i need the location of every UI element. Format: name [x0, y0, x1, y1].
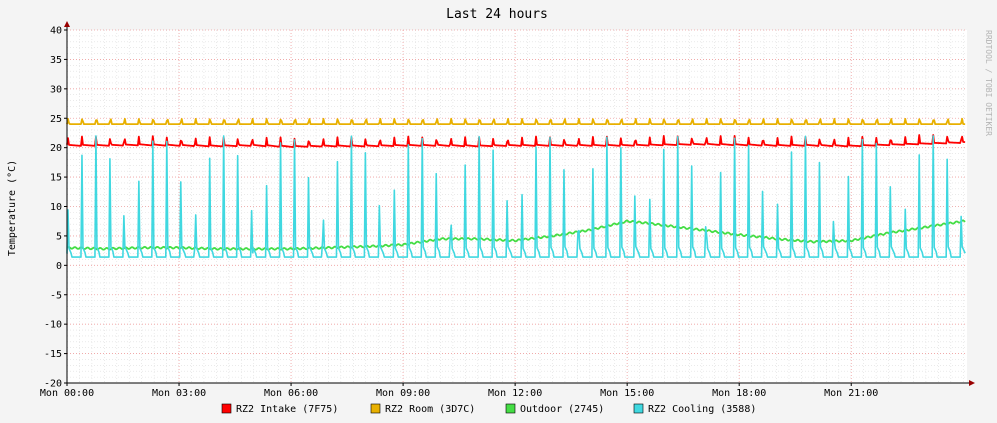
legend-label: RZ2 Room (3D7C): [385, 404, 475, 415]
legend-label: Outdoor (2745): [520, 404, 604, 415]
legend-swatch: [505, 403, 516, 414]
y-tick-label: -10: [44, 320, 62, 331]
legend-swatch: [370, 403, 381, 414]
x-tick-label: Mon 09:00: [376, 388, 430, 399]
legend-label: RZ2 Cooling (3588): [648, 404, 756, 415]
x-tick-label: Mon 15:00: [600, 388, 654, 399]
x-axis-arrow: [969, 380, 975, 386]
series-line-2: [66, 117, 966, 126]
y-tick-label: 5: [56, 231, 62, 242]
legend-label: RZ2 Intake (7F75): [236, 404, 338, 415]
series-line-1: [66, 134, 966, 148]
y-tick-label: 10: [50, 202, 62, 213]
y-tick-label: 40: [50, 26, 62, 37]
y-tick-label: 25: [50, 114, 62, 125]
y-tick-label: 0: [56, 261, 62, 272]
legend-swatch: [221, 403, 232, 414]
y-tick-label: -20: [44, 379, 62, 390]
watermark: RRDTOOL / TOBI OETIKER: [984, 30, 993, 136]
legend-swatch: [633, 403, 644, 414]
chart-title: Last 24 hours: [446, 7, 548, 22]
y-axis-arrow: [64, 21, 70, 27]
y-tick-label: -15: [44, 349, 62, 360]
x-tick-label: Mon 03:00: [152, 388, 206, 399]
y-tick-label: 15: [50, 173, 62, 184]
series-line-4: [66, 135, 966, 258]
grid-layer: [66, 29, 967, 384]
y-tick-label: 20: [50, 143, 62, 154]
x-tick-label: Mon 21:00: [824, 388, 878, 399]
x-tick-label: Mon 12:00: [488, 388, 542, 399]
y-tick-label: -5: [50, 290, 62, 301]
axis-layer: -20 -15 -10 -5 0 5 10 15 20 25 30 35 40 Mon 00:00 Mon …: [40, 21, 975, 399]
series-layer: [66, 117, 966, 258]
x-tick-label: Mon 18:00: [712, 388, 766, 399]
y-axis-label: Temperature (°C): [7, 160, 18, 256]
legend: RZ2 Intake (7F75) RZ2 Room (3D7C) Outdoor …: [221, 403, 756, 415]
y-tick-label: 35: [50, 55, 62, 66]
x-tick-label: Mon 00:00: [40, 388, 94, 399]
series-line-3: [66, 219, 966, 251]
y-tick-label: 30: [50, 84, 62, 95]
x-tick-label: Mon 06:00: [264, 388, 318, 399]
